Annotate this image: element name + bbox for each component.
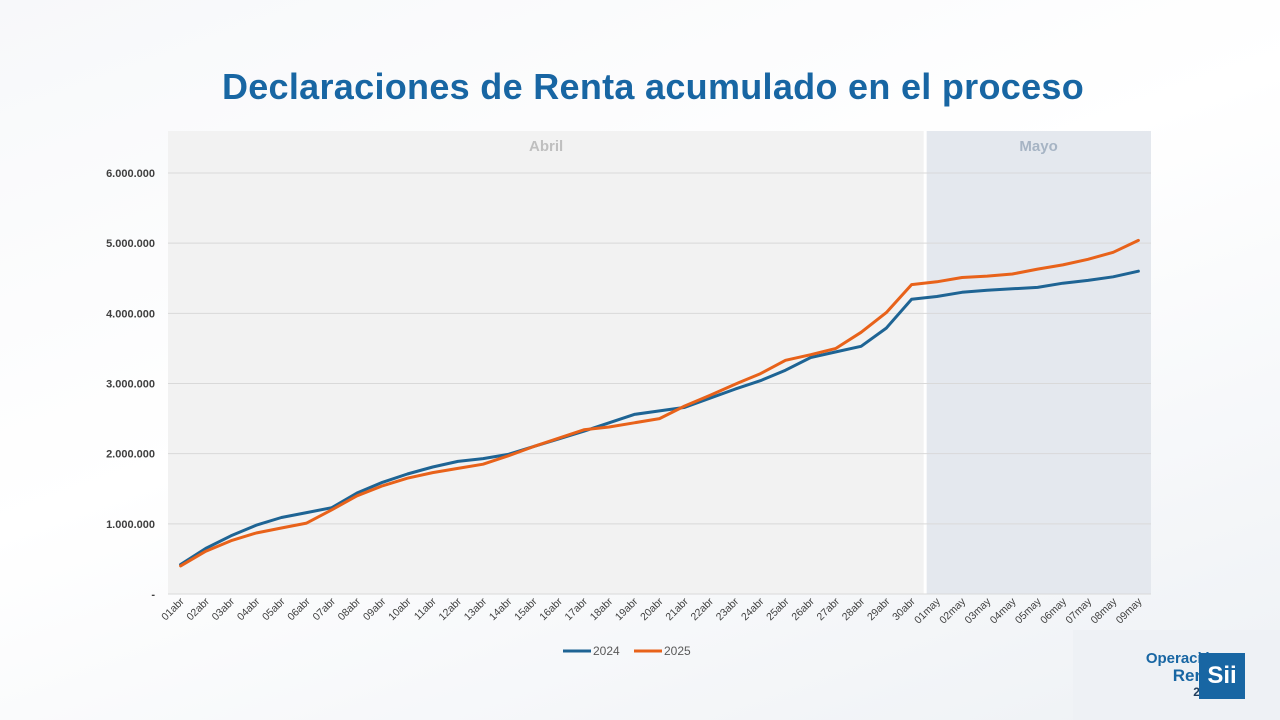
logo-background (1073, 630, 1280, 720)
x-tick-label: 24abr (739, 595, 767, 623)
x-tick-label: 05abr (260, 595, 288, 623)
x-tick-label: 06abr (285, 595, 313, 623)
series-line-2025 (179, 238, 1140, 568)
y-tick-label: 4.000.000 (106, 308, 155, 320)
x-tick-label: 21abr (663, 595, 691, 623)
legend-label-2025: 2025 (664, 644, 691, 658)
x-tick-label: 13abr (462, 595, 490, 623)
chart-legend: 2024 2025 (563, 644, 691, 658)
x-tick-label: 12abr (437, 595, 465, 623)
x-tick-label: 20abr (638, 595, 666, 623)
x-tick-label: 04abr (235, 595, 263, 623)
x-tick-label: 29abr (865, 595, 893, 623)
series-lines (179, 238, 1140, 568)
x-tick-label: 09may (1114, 595, 1145, 626)
series-line-2024 (179, 269, 1140, 566)
x-tick-label: 28abr (840, 595, 868, 623)
y-tick-label: 1.000.000 (106, 519, 155, 531)
x-tick-label: 04may (988, 595, 1019, 626)
x-tick-label: 08abr (336, 595, 364, 623)
x-tick-label: 03may (963, 595, 994, 626)
x-tick-label: 11abr (412, 595, 439, 622)
x-tick-label: 23abr (714, 595, 742, 623)
y-tick-label: 6.000.000 (106, 168, 155, 180)
x-tick-label: 10abr (386, 595, 414, 623)
band-mayo (926, 131, 1151, 594)
band-abril (168, 131, 925, 594)
x-tick-label: 27abr (815, 595, 843, 623)
y-tick-label: 3.000.000 (106, 379, 155, 391)
x-axis-ticks: 01abr02abr03abr04abr05abr06abr07abr08abr… (159, 595, 1145, 626)
x-tick-label: 07abr (310, 595, 338, 623)
x-tick-label: 09abr (361, 595, 389, 623)
band-label-mayo: Mayo (1019, 138, 1057, 155)
x-tick-label: 14abr (487, 595, 515, 623)
band-label-abril: Abril (529, 138, 563, 155)
x-tick-label: 01may (912, 595, 943, 626)
x-tick-label: 08may (1089, 595, 1120, 626)
page-title: Declaraciones de Renta acumulado en el p… (221, 66, 1085, 107)
x-tick-label: 18abr (588, 595, 616, 623)
x-tick-label: 03abr (210, 595, 238, 623)
x-tick-label: 01abr (159, 595, 187, 623)
y-tick-label: - (151, 589, 155, 601)
y-tick-label: 5.000.000 (106, 238, 155, 250)
x-tick-label: 16abr (537, 595, 565, 623)
y-axis-ticks: - 1.000.000 2.000.000 3.000.000 4.000.000 5.0… (106, 168, 155, 601)
legend-label-2024: 2024 (593, 644, 620, 658)
x-tick-label: 06may (1038, 595, 1069, 626)
x-tick-label: 17abr (563, 595, 591, 623)
x-tick-label: 15abr (512, 595, 540, 623)
sii-logo-icon: Sii (1199, 653, 1245, 699)
x-tick-label: 05may (1013, 595, 1044, 626)
x-tick-label: 26abr (789, 595, 817, 623)
y-tick-label: 2.000.000 (106, 449, 155, 461)
x-tick-label: 25abr (764, 595, 792, 623)
x-tick-label: 02may (937, 595, 968, 626)
x-tick-label: 22abr (689, 595, 717, 623)
x-tick-label: 19abr (613, 595, 641, 623)
month-bands: Abril Mayo (168, 131, 1151, 594)
x-tick-label: 07may (1063, 595, 1094, 626)
gridlines (168, 172, 1151, 595)
x-tick-label: 02abr (184, 595, 212, 623)
